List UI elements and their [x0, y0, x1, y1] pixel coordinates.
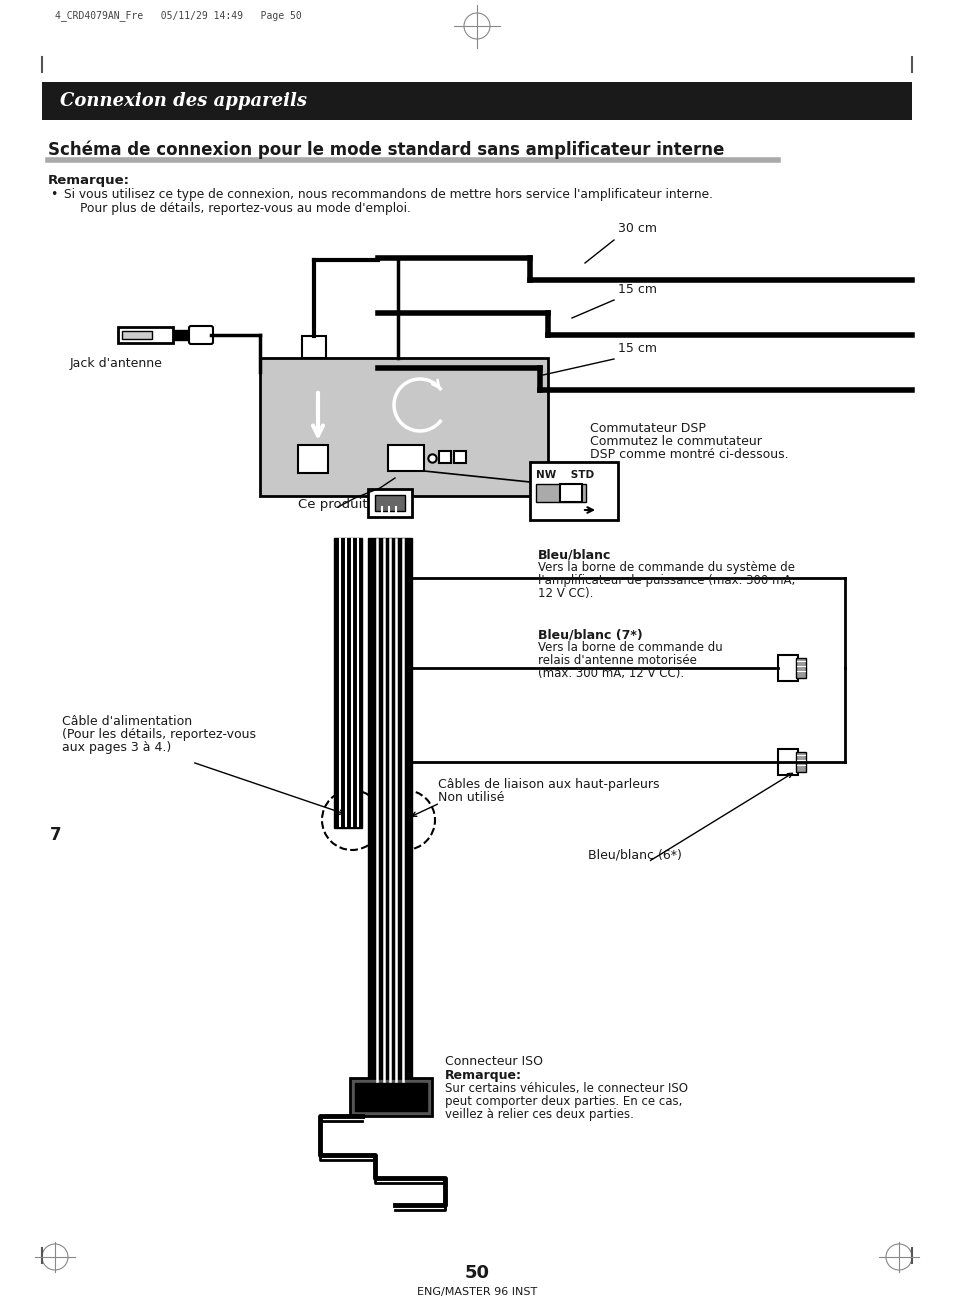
Text: 30 cm: 30 cm — [618, 222, 657, 235]
FancyBboxPatch shape — [172, 330, 191, 340]
FancyBboxPatch shape — [42, 81, 911, 119]
Text: ENG/MASTER 96 INST: ENG/MASTER 96 INST — [416, 1287, 537, 1297]
Text: Schéma de connexion pour le mode standard sans amplificateur interne: Schéma de connexion pour le mode standar… — [48, 140, 723, 159]
FancyBboxPatch shape — [454, 450, 465, 463]
Text: Connecteur ISO: Connecteur ISO — [444, 1056, 542, 1067]
FancyBboxPatch shape — [388, 445, 423, 471]
FancyBboxPatch shape — [334, 538, 361, 829]
Text: Pour plus de détails, reportez-vous au mode d'emploi.: Pour plus de détails, reportez-vous au m… — [80, 202, 411, 215]
Text: Remarque:: Remarque: — [444, 1069, 521, 1082]
FancyBboxPatch shape — [795, 752, 805, 772]
Text: Si vous utilisez ce type de connexion, nous recommandons de mettre hors service : Si vous utilisez ce type de connexion, n… — [64, 188, 712, 201]
Text: NW    STD: NW STD — [536, 470, 594, 481]
Text: Jack d'antenne: Jack d'antenne — [70, 357, 163, 370]
FancyBboxPatch shape — [778, 748, 797, 775]
Text: Ce produit: Ce produit — [297, 498, 367, 511]
Text: peut comporter deux parties. En ce cas,: peut comporter deux parties. En ce cas, — [444, 1095, 681, 1108]
Text: DSP comme montré ci-dessous.: DSP comme montré ci-dessous. — [589, 448, 788, 461]
Text: 50: 50 — [464, 1264, 489, 1281]
Text: 15 cm: 15 cm — [618, 341, 657, 355]
Text: (Pour les détails, reportez-vous: (Pour les détails, reportez-vous — [62, 727, 255, 741]
FancyBboxPatch shape — [536, 484, 585, 502]
FancyBboxPatch shape — [189, 326, 213, 344]
FancyBboxPatch shape — [375, 495, 405, 511]
Text: Bleu/blanc: Bleu/blanc — [537, 548, 611, 561]
FancyBboxPatch shape — [559, 484, 581, 502]
FancyBboxPatch shape — [368, 538, 412, 1082]
FancyBboxPatch shape — [355, 1083, 427, 1111]
Text: Non utilisé: Non utilisé — [437, 790, 504, 804]
FancyBboxPatch shape — [260, 358, 547, 496]
Text: relais d'antenne motorisée: relais d'antenne motorisée — [537, 654, 696, 667]
FancyBboxPatch shape — [350, 1078, 432, 1116]
FancyBboxPatch shape — [118, 327, 172, 343]
Text: aux pages 3 à 4.): aux pages 3 à 4.) — [62, 741, 172, 754]
Text: Câbles de liaison aux haut-parleurs: Câbles de liaison aux haut-parleurs — [437, 779, 659, 790]
Text: veillez à relier ces deux parties.: veillez à relier ces deux parties. — [444, 1108, 633, 1121]
Text: Vers la borne de commande du système de: Vers la borne de commande du système de — [537, 561, 794, 574]
Text: Bleu/blanc (7*): Bleu/blanc (7*) — [537, 628, 642, 641]
Text: l'amplificateur de puissance (max. 300 mA,: l'amplificateur de puissance (max. 300 m… — [537, 574, 795, 587]
Text: Sur certains véhicules, le connecteur ISO: Sur certains véhicules, le connecteur IS… — [444, 1082, 687, 1095]
Text: Remarque:: Remarque: — [48, 175, 130, 186]
FancyBboxPatch shape — [302, 336, 326, 358]
Text: Vers la borne de commande du: Vers la borne de commande du — [537, 641, 722, 654]
FancyBboxPatch shape — [368, 488, 412, 517]
Text: Câble d'alimentation: Câble d'alimentation — [62, 716, 192, 727]
Text: 12 V CC).: 12 V CC). — [537, 587, 593, 600]
FancyBboxPatch shape — [297, 445, 328, 473]
FancyBboxPatch shape — [438, 450, 451, 463]
FancyBboxPatch shape — [530, 462, 618, 520]
FancyBboxPatch shape — [778, 655, 797, 681]
Text: Bleu/blanc (6*): Bleu/blanc (6*) — [587, 848, 681, 861]
FancyBboxPatch shape — [122, 331, 152, 339]
FancyBboxPatch shape — [795, 658, 805, 678]
Text: 7: 7 — [50, 826, 62, 844]
Text: Connexion des appareils: Connexion des appareils — [60, 92, 307, 110]
Text: (max. 300 mA, 12 V CC).: (max. 300 mA, 12 V CC). — [537, 667, 683, 680]
Text: Commutateur DSP: Commutateur DSP — [589, 421, 705, 435]
Text: •: • — [50, 188, 57, 201]
Text: Commutez le commutateur: Commutez le commutateur — [589, 435, 761, 448]
Text: 4_CRD4079AN_Fre   05/11/29 14:49   Page 50: 4_CRD4079AN_Fre 05/11/29 14:49 Page 50 — [55, 11, 301, 21]
Text: 15 cm: 15 cm — [618, 284, 657, 295]
